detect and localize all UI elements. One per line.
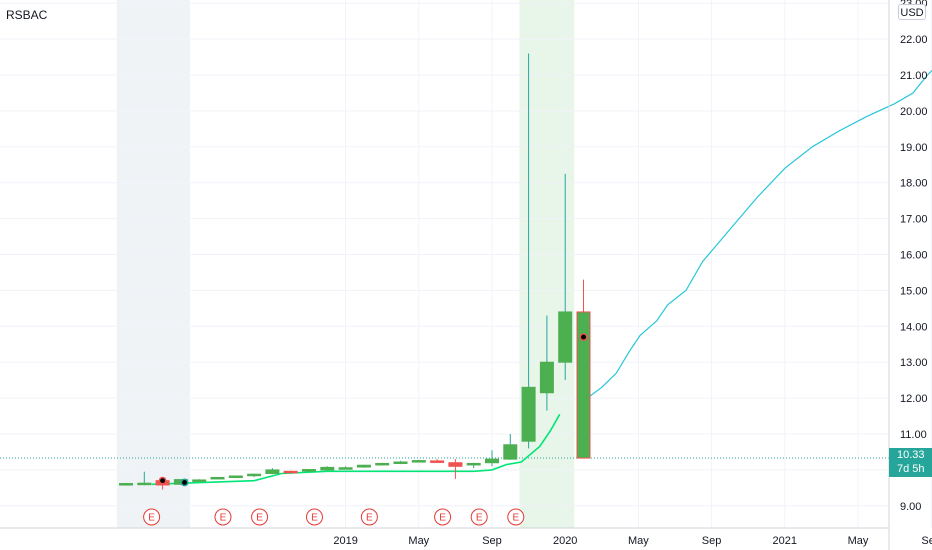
earnings-marker-4[interactable] bbox=[360, 508, 378, 526]
moving-average-line bbox=[151, 413, 561, 486]
earnings-label-5: E bbox=[439, 513, 446, 524]
earnings-marker-0[interactable] bbox=[143, 508, 161, 526]
candle-body-14 bbox=[375, 462, 390, 466]
y-tick-4: 13.00 bbox=[900, 357, 928, 369]
dividend-marker-0 bbox=[158, 476, 167, 485]
candle-body-19 bbox=[466, 462, 481, 466]
earnings-label-3: E bbox=[311, 513, 318, 524]
earnings-marker-5[interactable] bbox=[434, 508, 452, 526]
forecast-line bbox=[586, 69, 932, 399]
forecast-curve bbox=[586, 69, 932, 399]
candle-body-5 bbox=[210, 476, 225, 480]
x-tick-1: May bbox=[408, 535, 429, 547]
candle-body-20 bbox=[485, 458, 499, 464]
candle-body-21 bbox=[503, 444, 518, 460]
candle-body-17 bbox=[430, 460, 445, 463]
dividend-marker-1 bbox=[180, 478, 189, 487]
earnings-marker-6[interactable] bbox=[470, 508, 488, 526]
x-tick-2: Sep bbox=[482, 535, 502, 547]
earnings-label-7: E bbox=[512, 513, 519, 524]
y-tick-9: 18.00 bbox=[900, 178, 928, 190]
candle-body-6 bbox=[228, 475, 243, 479]
candle-body-4 bbox=[192, 479, 207, 482]
symbol-label: RSBAC bbox=[6, 8, 48, 22]
earnings-label-1: E bbox=[220, 513, 227, 524]
candle-body-12 bbox=[338, 467, 353, 470]
candle-body-8 bbox=[265, 469, 280, 474]
earnings-marker-7[interactable] bbox=[507, 508, 525, 526]
candle-body-10 bbox=[302, 469, 316, 472]
y-tick-12: 21.00 bbox=[900, 70, 928, 82]
x-tick-7: May bbox=[848, 535, 869, 547]
earnings-marker-1[interactable] bbox=[214, 508, 232, 526]
y-tick-8: 17.00 bbox=[900, 214, 928, 226]
earnings-label-6: E bbox=[476, 513, 483, 524]
currency-button[interactable]: USD bbox=[898, 4, 926, 20]
dividend-marker-2 bbox=[579, 333, 588, 342]
y-tick-13: 22.00 bbox=[900, 34, 928, 46]
y-tick-11: 20.00 bbox=[900, 106, 928, 118]
earnings-label-2: E bbox=[256, 513, 263, 524]
shaded-range-0 bbox=[116, 0, 191, 528]
y-tick-3: 12.00 bbox=[900, 393, 928, 405]
earnings-marker-3[interactable] bbox=[305, 508, 323, 526]
candle-body-16 bbox=[411, 460, 426, 463]
candle-body-9 bbox=[283, 470, 298, 474]
countdown-tag: 7d 5h bbox=[889, 462, 932, 477]
candle-body-0 bbox=[119, 483, 133, 486]
x-tick-0: 2019 bbox=[333, 535, 357, 547]
x-tick-6: 2021 bbox=[773, 535, 797, 547]
moving-average bbox=[151, 413, 561, 486]
candle-body-11 bbox=[320, 466, 335, 471]
candles bbox=[119, 53, 591, 490]
candle-body-18 bbox=[448, 462, 463, 467]
earnings-label-0: E bbox=[148, 513, 155, 524]
candle-body-7 bbox=[247, 473, 262, 477]
x-tick-4: May bbox=[628, 535, 649, 547]
y-tick-10: 19.00 bbox=[900, 142, 928, 154]
earnings-label-4: E bbox=[366, 513, 373, 524]
x-tick-3: 2020 bbox=[553, 535, 577, 547]
y-tick-2: 11.00 bbox=[900, 429, 927, 441]
candle-body-24 bbox=[558, 311, 573, 363]
y-tick-7: 16.00 bbox=[900, 250, 928, 262]
candle-body-22 bbox=[521, 386, 536, 442]
candle-body-13 bbox=[356, 464, 371, 468]
y-tick-0: 9.00 bbox=[900, 501, 921, 513]
candle-body-23 bbox=[539, 361, 554, 394]
y-tick-5: 14.00 bbox=[900, 321, 928, 333]
x-tick-5: Sep bbox=[702, 535, 722, 547]
candle-body-1 bbox=[137, 482, 152, 486]
x-axis[interactable]: 2019MaySep2020MaySep2021MaySep2022 bbox=[0, 527, 932, 547]
candle-body-25 bbox=[576, 311, 591, 459]
candle-body-15 bbox=[393, 461, 408, 465]
y-tick-6: 15.00 bbox=[900, 285, 928, 297]
earnings-marker-2[interactable] bbox=[251, 508, 269, 526]
dividend-markers bbox=[158, 333, 588, 487]
x-tick-8: Sep bbox=[921, 535, 932, 547]
last-price-tag: 10.33 bbox=[889, 448, 932, 463]
shaded-range-1 bbox=[519, 0, 575, 528]
